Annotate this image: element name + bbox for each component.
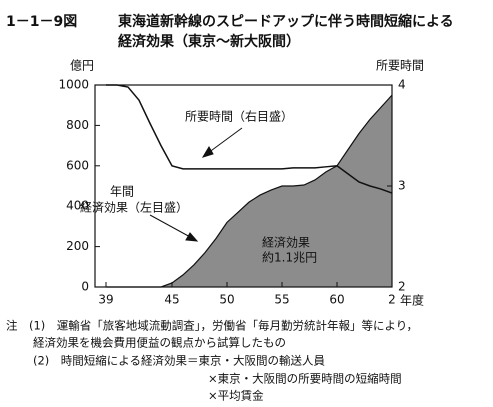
y-tick-label: 200 bbox=[66, 239, 89, 253]
line bbox=[106, 84, 393, 194]
note-line: ×東京・大阪間の所要時間の短縮時間 bbox=[208, 372, 402, 386]
arrow-head bbox=[201, 146, 214, 158]
y-tick-label: 800 bbox=[66, 118, 89, 132]
x-axis-unit: 年度 bbox=[400, 293, 424, 308]
y-tick-label: 1000 bbox=[58, 78, 89, 92]
y2-tick-label: 3 bbox=[398, 179, 406, 193]
arrows bbox=[149, 127, 243, 242]
arrow bbox=[207, 127, 243, 154]
y-axis-unit: 億円 bbox=[70, 59, 94, 73]
y2-axis-unit: 所要時間 bbox=[376, 59, 424, 73]
x-tick-label: 39 bbox=[98, 293, 113, 307]
area-fill bbox=[106, 95, 392, 287]
x-tick-label: 55 bbox=[274, 293, 289, 307]
x-tick-label: 45 bbox=[164, 293, 179, 307]
chart-title: 東海道新幹線のスピードアップに伴う時間短縮による bbox=[118, 13, 454, 30]
figure-number: 1－1－9図 bbox=[6, 14, 77, 30]
y-tick-label: 600 bbox=[66, 158, 89, 172]
note-line: ×平均賃金 bbox=[208, 389, 264, 403]
y-tick-label: 400 bbox=[66, 199, 89, 213]
annotation: 約1.1兆円 bbox=[262, 250, 317, 265]
notes: 注 (1) 運輸省「旅客地域流動調査」，労働省「毎月勤労統計年報」等により， 経済… bbox=[6, 319, 418, 403]
x-tick-label: 60 bbox=[329, 293, 344, 307]
arrow bbox=[149, 214, 193, 239]
note-line: 経済効果を機会費用便益の観点から試算したもの bbox=[33, 336, 286, 350]
annotation: 年間 bbox=[110, 185, 134, 199]
chart-subtitle: 経済効果（東京～新大阪間） bbox=[118, 33, 300, 50]
y2-tick-label: 2 bbox=[398, 280, 406, 294]
note-line: 注 (1) 運輸省「旅客地域流動調査」，労働省「毎月勤労統計年報」等により， bbox=[6, 319, 418, 333]
arrow-head bbox=[185, 232, 199, 242]
annotation: 経済効果 bbox=[262, 235, 310, 250]
x-tick-label: 50 bbox=[219, 293, 234, 307]
y2-tick-label: 4 bbox=[398, 78, 406, 92]
x-tick-label: 2 bbox=[388, 293, 396, 307]
annotation: 経済効果（左目盛） bbox=[80, 200, 188, 215]
y-tick-label: 0 bbox=[81, 280, 89, 294]
note-line: (2) 時間短縮による経済効果＝東京・大阪間の輸送人員 bbox=[33, 354, 325, 368]
annotation: 所要時間（右目盛） bbox=[185, 109, 293, 124]
